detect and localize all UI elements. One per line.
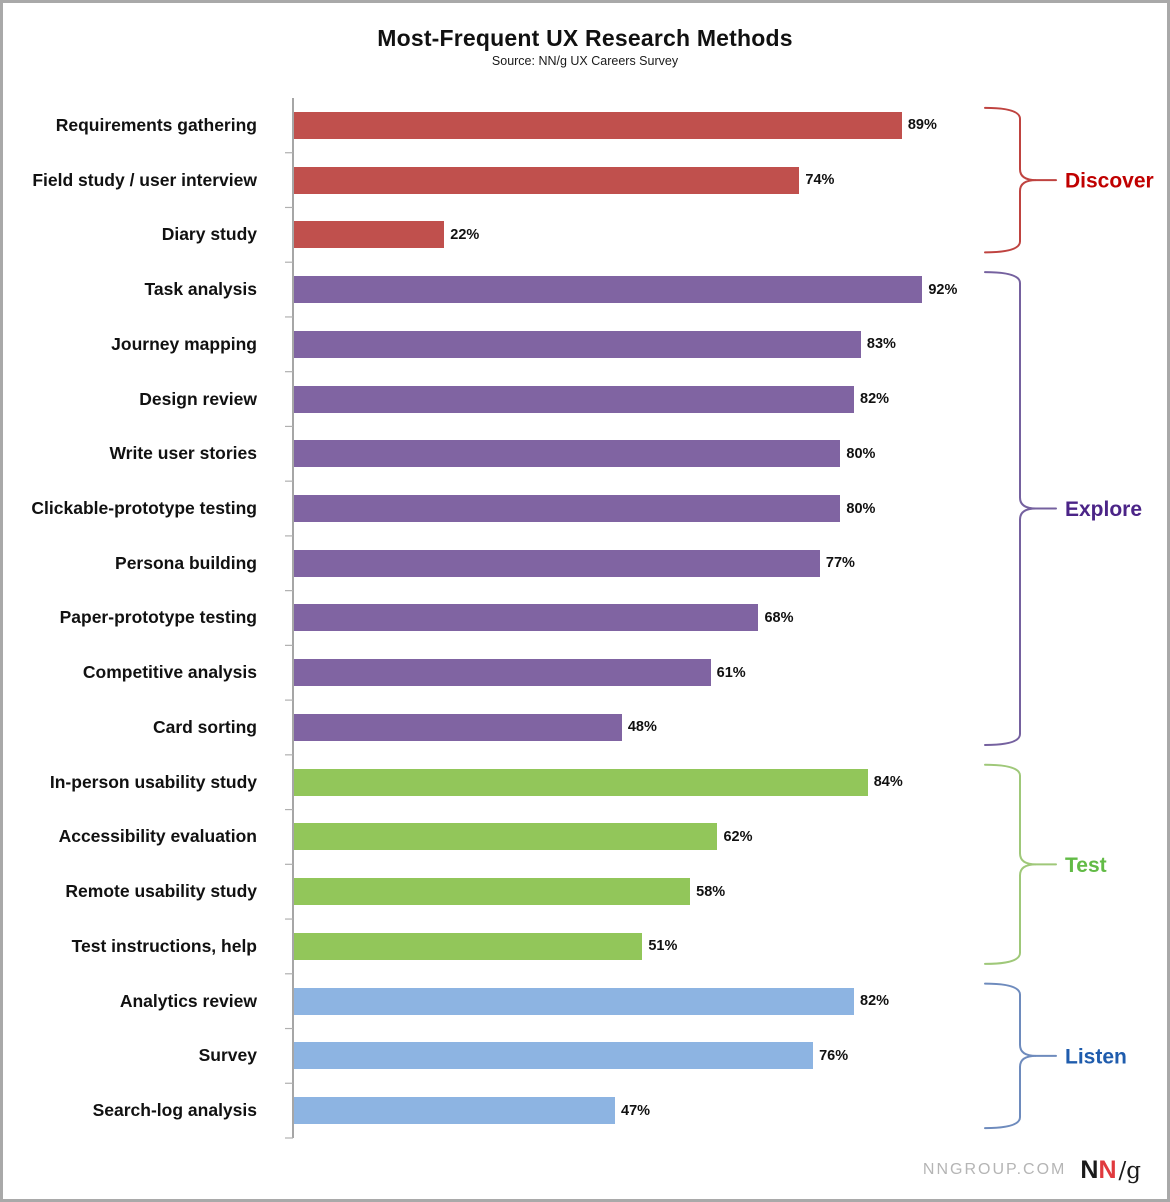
bar-label: Clickable-prototype testing bbox=[31, 498, 257, 519]
footer: NNGROUP.COM N N/g bbox=[923, 1153, 1141, 1187]
bar-value: 74% bbox=[805, 172, 835, 189]
bar bbox=[294, 1097, 615, 1125]
nng-logo: N N/g bbox=[1080, 1156, 1141, 1185]
bar-label: Card sorting bbox=[152, 716, 257, 737]
bar bbox=[294, 659, 711, 687]
bar-row: Card sorting 48% bbox=[3, 700, 1167, 755]
bar bbox=[294, 932, 643, 960]
bar-value: 58% bbox=[696, 883, 726, 900]
bar bbox=[294, 330, 861, 358]
chart-title: Most-Frequent UX Research Methods bbox=[377, 25, 793, 51]
bar bbox=[294, 823, 718, 851]
bar-value: 80% bbox=[846, 500, 876, 517]
bar bbox=[294, 276, 923, 304]
bar bbox=[294, 440, 841, 468]
bar-value: 83% bbox=[866, 336, 896, 353]
bar bbox=[294, 604, 759, 632]
bar-row: Journey mapping 83% bbox=[3, 317, 1167, 372]
bar-row: Clickable-prototype testing 80% bbox=[3, 481, 1167, 536]
bar-row: Search-log analysis 47% bbox=[3, 1083, 1167, 1138]
chart-subtitle: Source: NN/g UX Careers Survey bbox=[491, 54, 679, 68]
bar-value: 76% bbox=[819, 1047, 849, 1064]
nng-logo-n-black: N bbox=[1080, 1155, 1099, 1184]
bar-value: 51% bbox=[648, 938, 678, 955]
bar-label: Paper-prototype testing bbox=[59, 607, 257, 628]
bar bbox=[294, 385, 855, 413]
bar bbox=[294, 987, 855, 1015]
bar-label: Diary study bbox=[161, 224, 257, 245]
bar-label: Write user stories bbox=[109, 443, 257, 464]
bar-value: 62% bbox=[723, 828, 753, 845]
bar-value: 82% bbox=[860, 993, 890, 1010]
bar-row: Accessibility evaluation 62% bbox=[3, 810, 1167, 865]
bar-row: Write user stories 80% bbox=[3, 426, 1167, 481]
bar-value: 82% bbox=[860, 391, 890, 408]
bar-value: 77% bbox=[825, 555, 855, 572]
bar-row: Field study / user interview 74% bbox=[3, 153, 1167, 208]
bar-value: 89% bbox=[907, 117, 937, 134]
bar-value: 48% bbox=[627, 719, 657, 736]
bar-label: Design review bbox=[139, 388, 257, 409]
bar-row: Survey 76% bbox=[3, 1029, 1167, 1084]
bar bbox=[294, 1042, 814, 1070]
bar-label: Journey mapping bbox=[111, 333, 257, 354]
bar-row: Remote usability study 58% bbox=[3, 864, 1167, 919]
nng-logo-slash-g: /g bbox=[1118, 1157, 1141, 1184]
bar-row: Task analysis 92% bbox=[3, 262, 1167, 317]
bar-label: Requirements gathering bbox=[55, 114, 257, 135]
bar-value: 61% bbox=[716, 664, 746, 681]
bar-label: Competitive analysis bbox=[82, 662, 257, 683]
bar bbox=[294, 221, 445, 249]
bar-value: 68% bbox=[764, 609, 794, 626]
bar-label: Field study / user interview bbox=[32, 169, 257, 190]
bar bbox=[294, 768, 868, 796]
bar-chart: Discover Explore Test Listen Requirements g… bbox=[3, 3, 1167, 1199]
bar-label: In-person usability study bbox=[49, 771, 257, 792]
bar-value: 22% bbox=[450, 226, 480, 243]
bar-value: 92% bbox=[928, 281, 958, 298]
bar-label: Test instructions, help bbox=[71, 935, 257, 956]
bar bbox=[294, 549, 820, 577]
bar-row: Test instructions, help 51% bbox=[3, 919, 1167, 974]
bar-label: Search-log analysis bbox=[92, 1100, 257, 1121]
bar-label: Persona building bbox=[115, 552, 257, 573]
bar-value: 47% bbox=[621, 1102, 651, 1119]
bar bbox=[294, 713, 622, 741]
bar-row: Requirements gathering 89% bbox=[3, 98, 1167, 153]
bar-row: In-person usability study 84% bbox=[3, 755, 1167, 810]
bar-row: Competitive analysis 61% bbox=[3, 645, 1167, 700]
bar-row: Diary study 22% bbox=[3, 207, 1167, 262]
bar-value: 84% bbox=[873, 774, 903, 791]
nng-logo-n-red: N bbox=[1098, 1155, 1117, 1184]
nngroup-site-text: NNGROUP.COM bbox=[922, 1161, 1067, 1178]
bar bbox=[294, 878, 691, 906]
bar-row: Analytics review 82% bbox=[3, 974, 1167, 1029]
bar-label: Task analysis bbox=[144, 279, 257, 300]
bar-label: Remote usability study bbox=[65, 881, 257, 902]
bar-value: 80% bbox=[846, 445, 876, 462]
bar-label: Analytics review bbox=[119, 990, 257, 1011]
bar bbox=[294, 166, 800, 194]
bar bbox=[294, 111, 902, 139]
bar-label: Accessibility evaluation bbox=[58, 826, 257, 847]
bar-label: Survey bbox=[198, 1045, 257, 1066]
bar bbox=[294, 495, 841, 523]
bar-row: Persona building 77% bbox=[3, 536, 1167, 591]
bar-row: Paper-prototype testing 68% bbox=[3, 591, 1167, 646]
bar-row: Design review 82% bbox=[3, 372, 1167, 427]
